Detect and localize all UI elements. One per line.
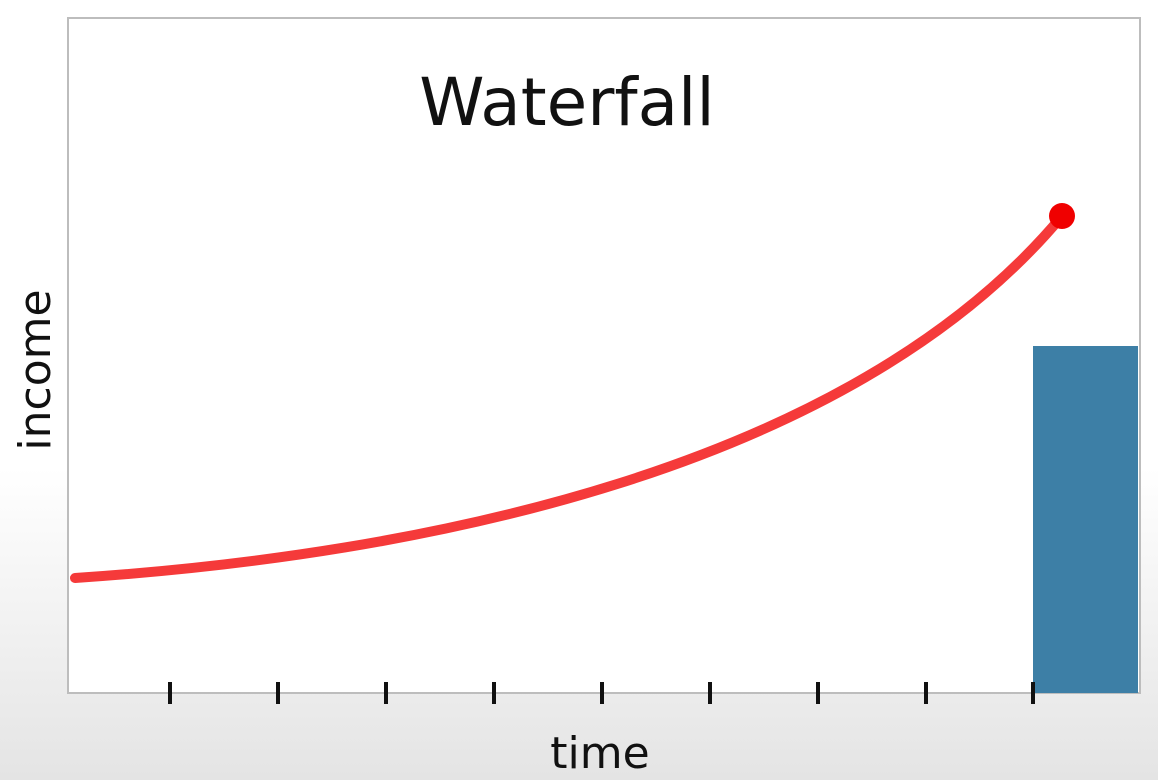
y-axis-label: income	[10, 289, 61, 450]
x-ticks	[168, 682, 1035, 704]
bar	[1033, 346, 1138, 693]
title: Waterfall	[419, 64, 714, 141]
plot-frame	[67, 17, 1141, 694]
x-axis-label: time	[550, 728, 649, 779]
end-point	[1049, 203, 1075, 229]
income-curve	[70, 211, 1067, 583]
